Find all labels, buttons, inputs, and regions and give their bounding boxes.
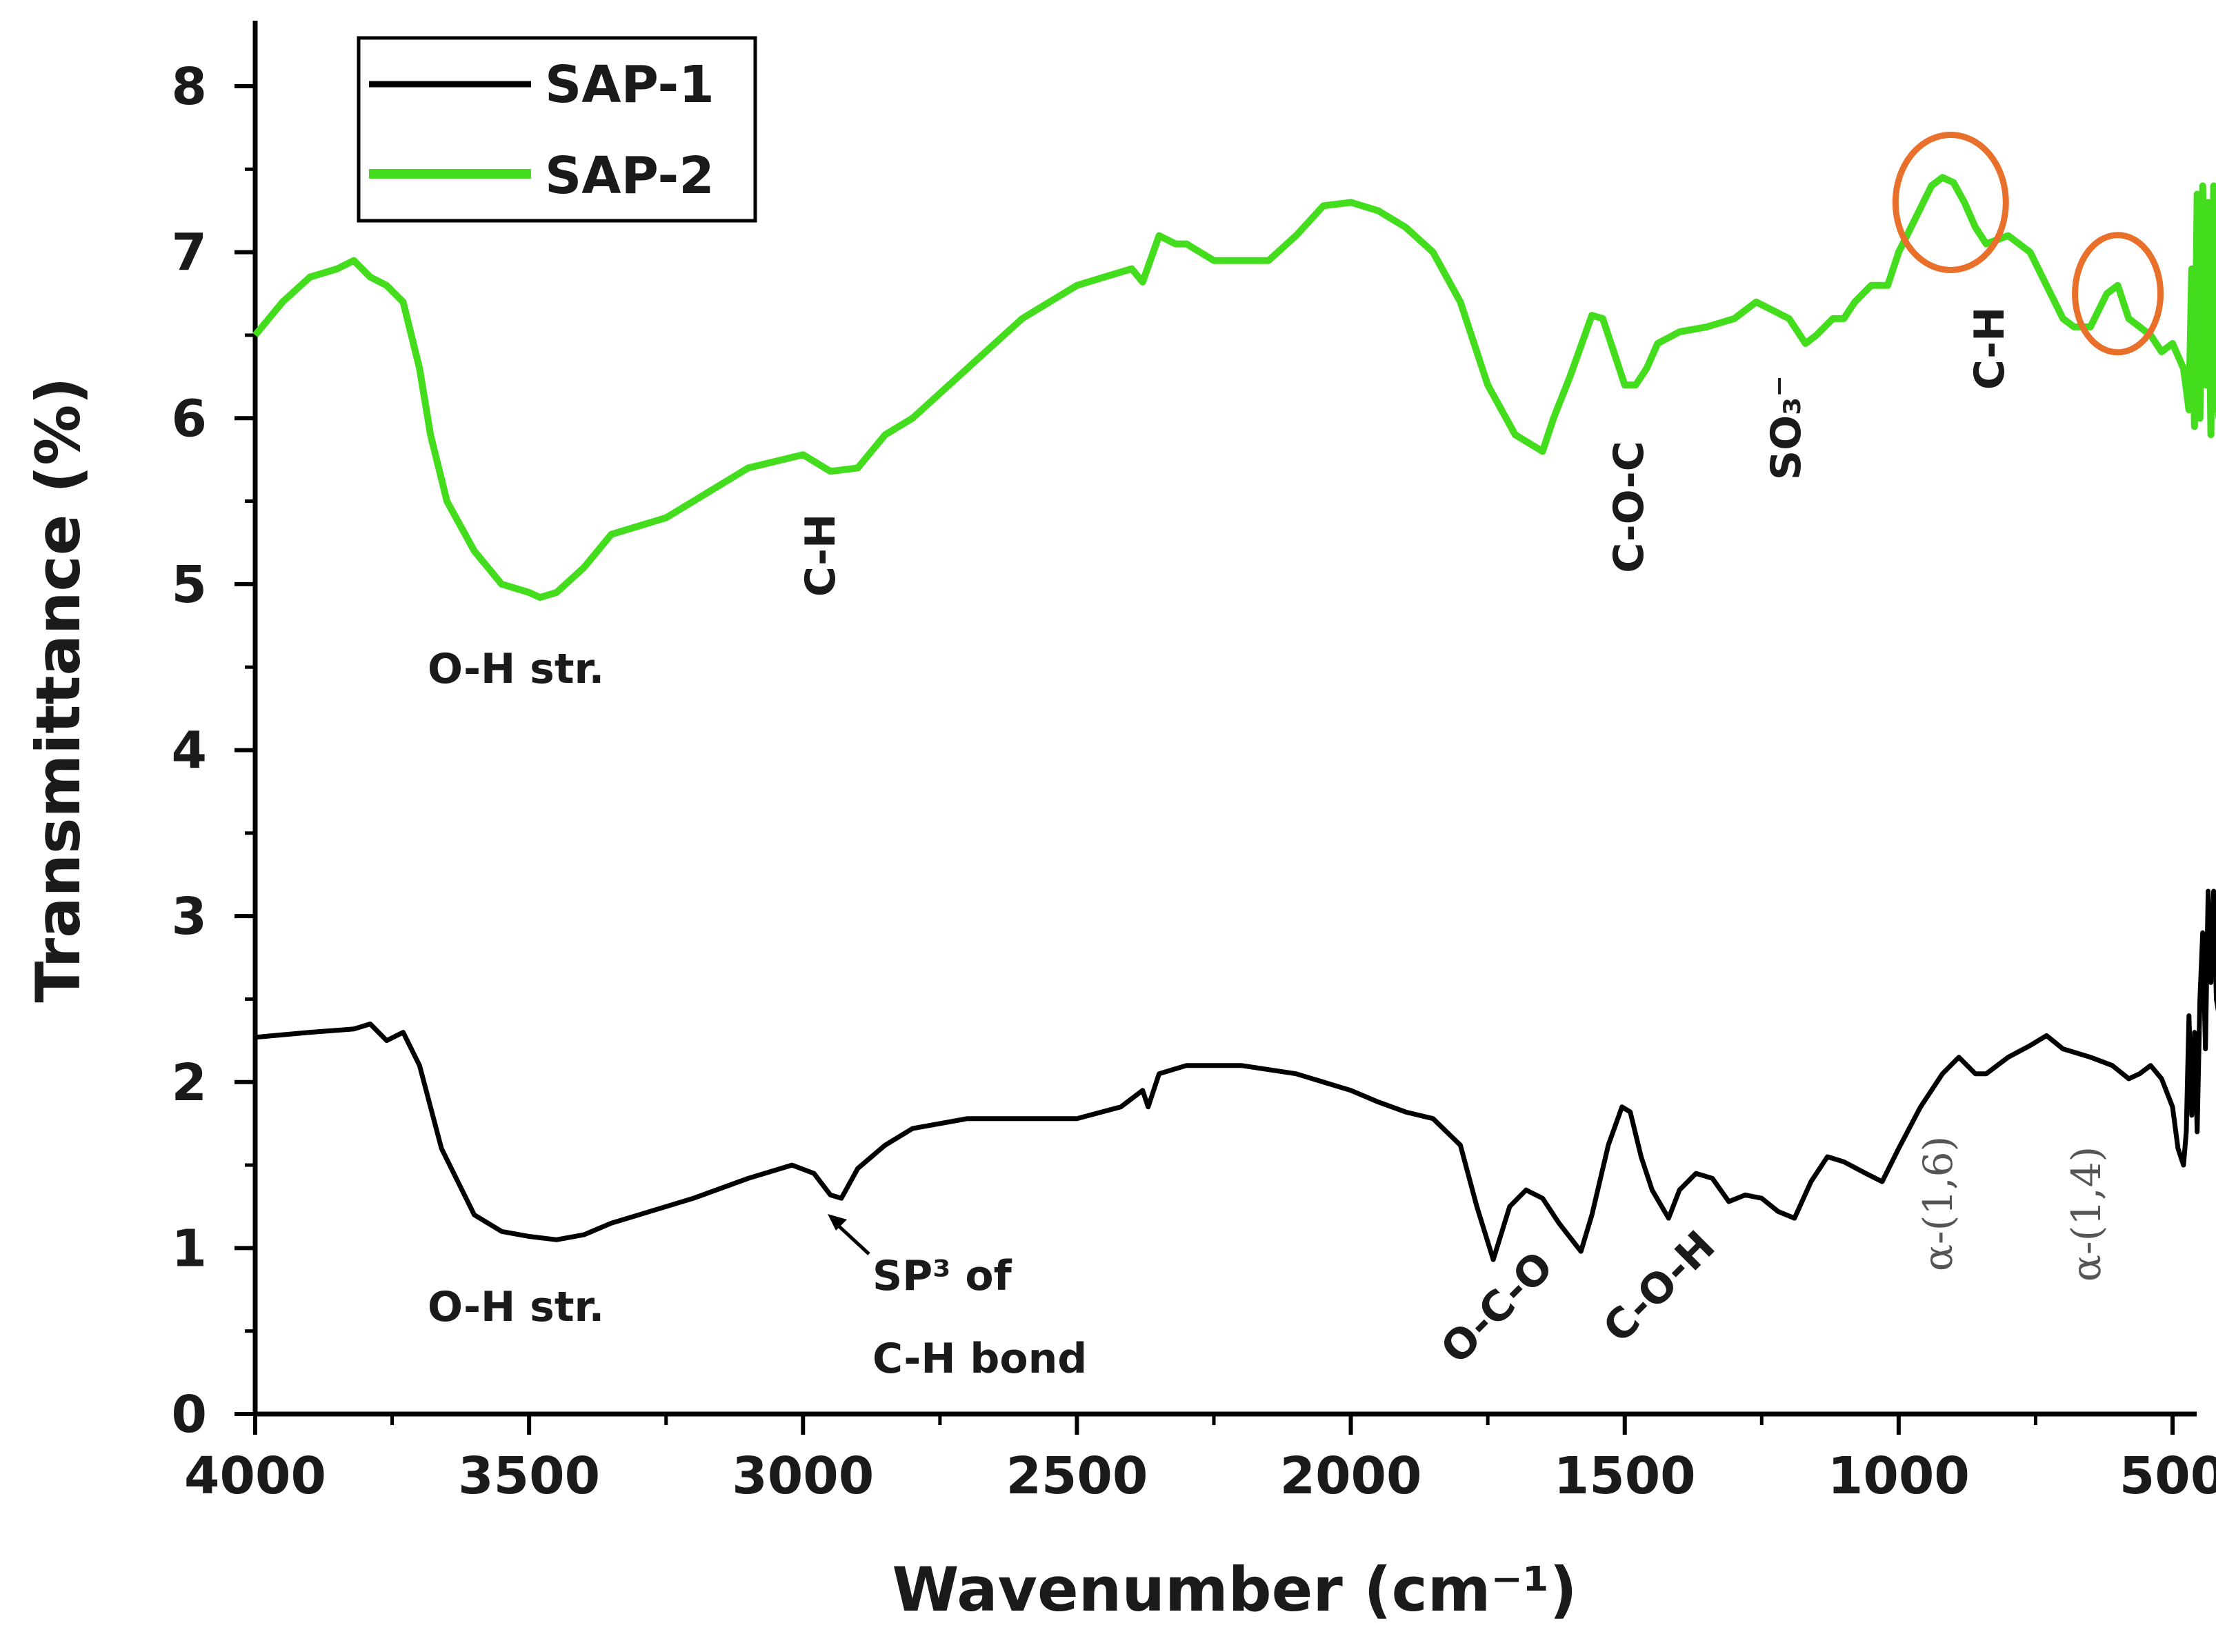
y-tick-label: 5	[172, 555, 208, 615]
annotations: O-H str. C-H C-O-C SO₃⁻ C-H O-H str. SP³…	[428, 307, 2110, 1383]
annotation-sap1-oh-str: O-H str.	[428, 1283, 604, 1331]
annotation-sap1-sp3-line1: SP³ of	[872, 1252, 1012, 1300]
annotation-sap1-sp3-arrowhead	[828, 1214, 847, 1231]
annotation-sap1-oco: O-C-O	[1432, 1242, 1563, 1373]
x-tick-label: 1000	[1828, 1446, 1970, 1506]
highlight-circle-1	[1892, 131, 2009, 273]
annotation-sap2-oh-str: O-H str.	[428, 645, 604, 693]
legend-label-sap-1: SAP-1	[545, 55, 715, 115]
highlight-circle-2	[2072, 232, 2164, 356]
series-line-sap-2	[252, 174, 2216, 601]
annotation-sap2-ch-1: C-H	[797, 514, 845, 597]
y-tick-label: 0	[172, 1385, 208, 1444]
highlight-circles	[1892, 131, 2164, 356]
annotation-sap1-coh: C-O-H	[1594, 1222, 1724, 1352]
axis-tick-labels: 0 1 2 3 4 5 6 7 8 4000 3500 3000 2500 2000 1500 1000 500	[172, 57, 2216, 1506]
legend-label-sap-2: SAP-2	[545, 146, 715, 206]
series-group	[252, 174, 2216, 1262]
x-tick-label: 2500	[1006, 1446, 1148, 1506]
y-tick-label: 1	[172, 1219, 208, 1278]
legend: SAP-1 SAP-2	[357, 36, 757, 223]
y-tick-label: 3	[172, 887, 208, 946]
y-tick-label: 2	[172, 1053, 208, 1113]
annotation-sap1-a16: α-(1,6)	[1915, 1136, 1962, 1271]
legend-box	[357, 36, 757, 223]
y-tick-label: 7	[172, 223, 208, 283]
y-tick-label: 8	[172, 57, 208, 117]
x-axis-title: Wavenumber (cm⁻¹)	[892, 1554, 1577, 1625]
annotation-sap2-ch-2: C-H	[1966, 307, 2014, 390]
y-axis-title: Transmittance (%)	[23, 377, 94, 1002]
y-tick-label: 6	[172, 389, 208, 448]
series-line-sap-1	[254, 888, 2216, 1262]
x-tick-label: 1500	[1554, 1446, 1696, 1506]
x-tick-label: 500	[2119, 1446, 2216, 1506]
y-tick-label: 4	[172, 721, 208, 781]
annotation-sap2-coc: C-O-C	[1605, 441, 1653, 573]
annotation-sap2-so3: SO₃⁻	[1762, 375, 1810, 480]
x-tick-label: 3000	[732, 1446, 874, 1506]
x-tick-label: 3500	[458, 1446, 600, 1506]
x-tick-label: 4000	[184, 1446, 326, 1506]
axis-ticks	[234, 84, 2175, 1435]
annotation-sap1-a14: α-(1,4)	[2063, 1146, 2110, 1282]
x-tick-label: 2000	[1280, 1446, 1422, 1506]
annotation-sap1-sp3-line2: C-H bond	[872, 1335, 1087, 1383]
